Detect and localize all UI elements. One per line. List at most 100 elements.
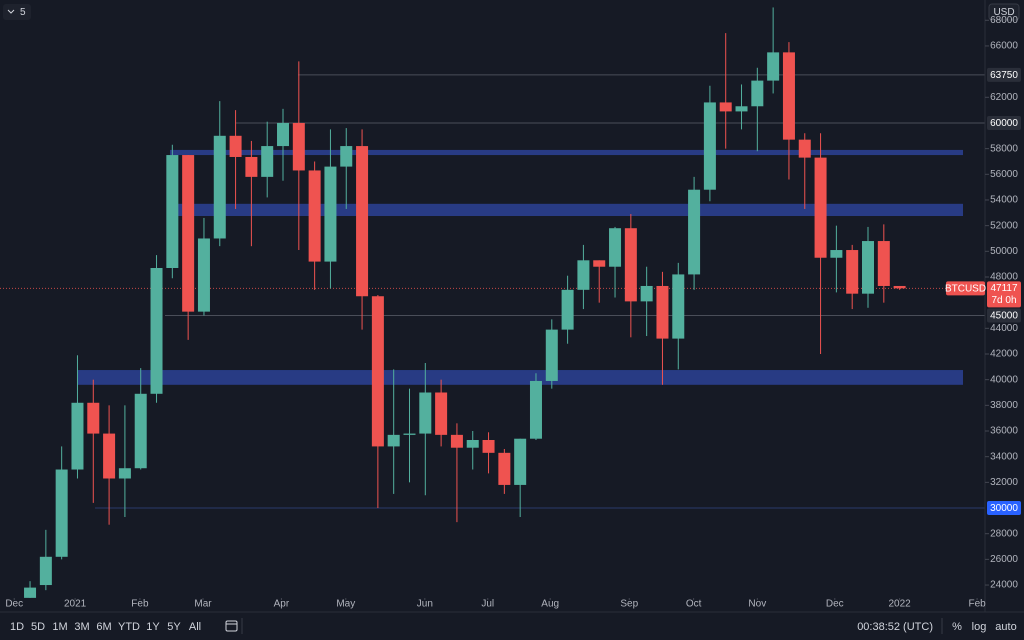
- candle-body: [545, 329, 558, 381]
- countdown-label: 7d 0h: [991, 295, 1016, 306]
- candle-body: [798, 139, 811, 158]
- candle-body: [39, 556, 52, 586]
- x-tick-label: Nov: [748, 599, 766, 610]
- candle-body: [87, 402, 100, 434]
- candle-body: [150, 268, 163, 394]
- candle-body: [435, 392, 448, 435]
- date-range-icon[interactable]: [225, 620, 238, 632]
- y-tick-label: 66000: [990, 41, 1018, 52]
- candle-body: [830, 250, 843, 258]
- y-tick-label: 68000: [990, 15, 1018, 26]
- last-price-label: 47117: [990, 283, 1018, 294]
- candle-body: [261, 146, 274, 177]
- candle-body: [55, 469, 68, 557]
- y-tick-label: 26000: [990, 554, 1018, 565]
- candle-body: [134, 393, 147, 469]
- y-tick-label: 38000: [990, 400, 1018, 411]
- symbol-tag: [946, 281, 985, 296]
- candle-body: [308, 170, 321, 262]
- range-button[interactable]: All: [189, 621, 201, 633]
- candle-body: [767, 52, 780, 81]
- x-tick-label: Dec: [5, 599, 23, 610]
- range-button[interactable]: 6M: [96, 621, 111, 633]
- support-zone: [170, 149, 963, 156]
- currency: USD: [993, 7, 1014, 18]
- level-label: 63750: [990, 70, 1018, 81]
- x-tick-label: Feb: [968, 599, 986, 610]
- range-button[interactable]: 1Y: [146, 621, 160, 633]
- candle-body: [529, 380, 542, 439]
- candle-body: [640, 285, 653, 302]
- range-button[interactable]: 5D: [31, 621, 45, 633]
- last-price-box: [987, 281, 1021, 308]
- candle-body: [450, 434, 463, 448]
- y-tick-label: 58000: [990, 143, 1018, 154]
- level-label-box: [987, 115, 1021, 130]
- currency-box: [988, 3, 1020, 21]
- y-tick-label: 24000: [990, 580, 1018, 591]
- candle-body: [197, 238, 210, 312]
- y-tick-label: 40000: [990, 374, 1018, 385]
- candle-body: [703, 102, 716, 190]
- candle-body: [751, 80, 764, 107]
- level-label-box: [987, 67, 1021, 82]
- level-label: 45000: [990, 311, 1018, 322]
- candle-body: [371, 296, 384, 447]
- scale-button[interactable]: log: [972, 621, 987, 633]
- y-tick-label: 52000: [990, 220, 1018, 231]
- range-button[interactable]: 3M: [74, 621, 89, 633]
- y-tick-label: 50000: [990, 246, 1018, 257]
- symbol-label: BTCUSD: [945, 283, 986, 294]
- level-label: 30000: [990, 503, 1018, 514]
- x-tick-label: Feb: [131, 599, 149, 610]
- candle-body: [182, 155, 195, 312]
- x-tick-label: 2022: [888, 599, 911, 610]
- candle-body: [814, 157, 827, 258]
- scale-button[interactable]: %: [952, 621, 962, 633]
- range-button[interactable]: 1D: [10, 621, 24, 633]
- candle-body: [103, 433, 116, 479]
- y-tick-label: 28000: [990, 528, 1018, 539]
- y-tick-label: 34000: [990, 451, 1018, 462]
- x-tick-label: Apr: [274, 599, 290, 610]
- candle-body: [277, 122, 290, 147]
- candle-body: [466, 439, 479, 448]
- calendar-icon: [225, 620, 238, 632]
- candle-body: [387, 434, 400, 447]
- range-button[interactable]: YTD: [118, 621, 140, 633]
- x-tick-label: Dec: [826, 599, 844, 610]
- candle-body: [719, 102, 732, 112]
- x-tick-label: Jul: [481, 599, 494, 610]
- candle-body: [24, 587, 37, 598]
- candle-body: [356, 146, 369, 297]
- candle-body: [893, 285, 906, 289]
- support-zone: [178, 203, 963, 217]
- candle-body: [245, 156, 258, 177]
- candle-body: [71, 402, 84, 470]
- candle-body: [403, 433, 416, 435]
- x-tick-label: Jun: [417, 599, 433, 610]
- candle-body: [229, 135, 242, 157]
- indicator-count: 5: [20, 7, 26, 18]
- candle-body: [877, 241, 890, 286]
- candle-body: [846, 250, 859, 294]
- range-button[interactable]: 1M: [52, 621, 67, 633]
- scale-button[interactable]: auto: [995, 621, 1016, 633]
- candle-body: [118, 468, 131, 479]
- indicator-toggle[interactable]: 5: [3, 4, 31, 20]
- candle-body: [735, 106, 748, 112]
- y-tick-label: 62000: [990, 92, 1018, 103]
- candle-body: [166, 155, 179, 269]
- level-label-box: [987, 501, 1021, 516]
- range-button[interactable]: 5Y: [167, 621, 181, 633]
- candle-body: [419, 392, 432, 434]
- candle-body: [514, 438, 527, 485]
- clock: 00:38:52 (UTC): [857, 621, 933, 633]
- x-tick-label: Aug: [541, 599, 559, 610]
- candle-body: [577, 260, 590, 290]
- y-tick-label: 32000: [990, 477, 1018, 488]
- plot-area: [0, 7, 985, 598]
- currency-button[interactable]: USD: [988, 3, 1020, 21]
